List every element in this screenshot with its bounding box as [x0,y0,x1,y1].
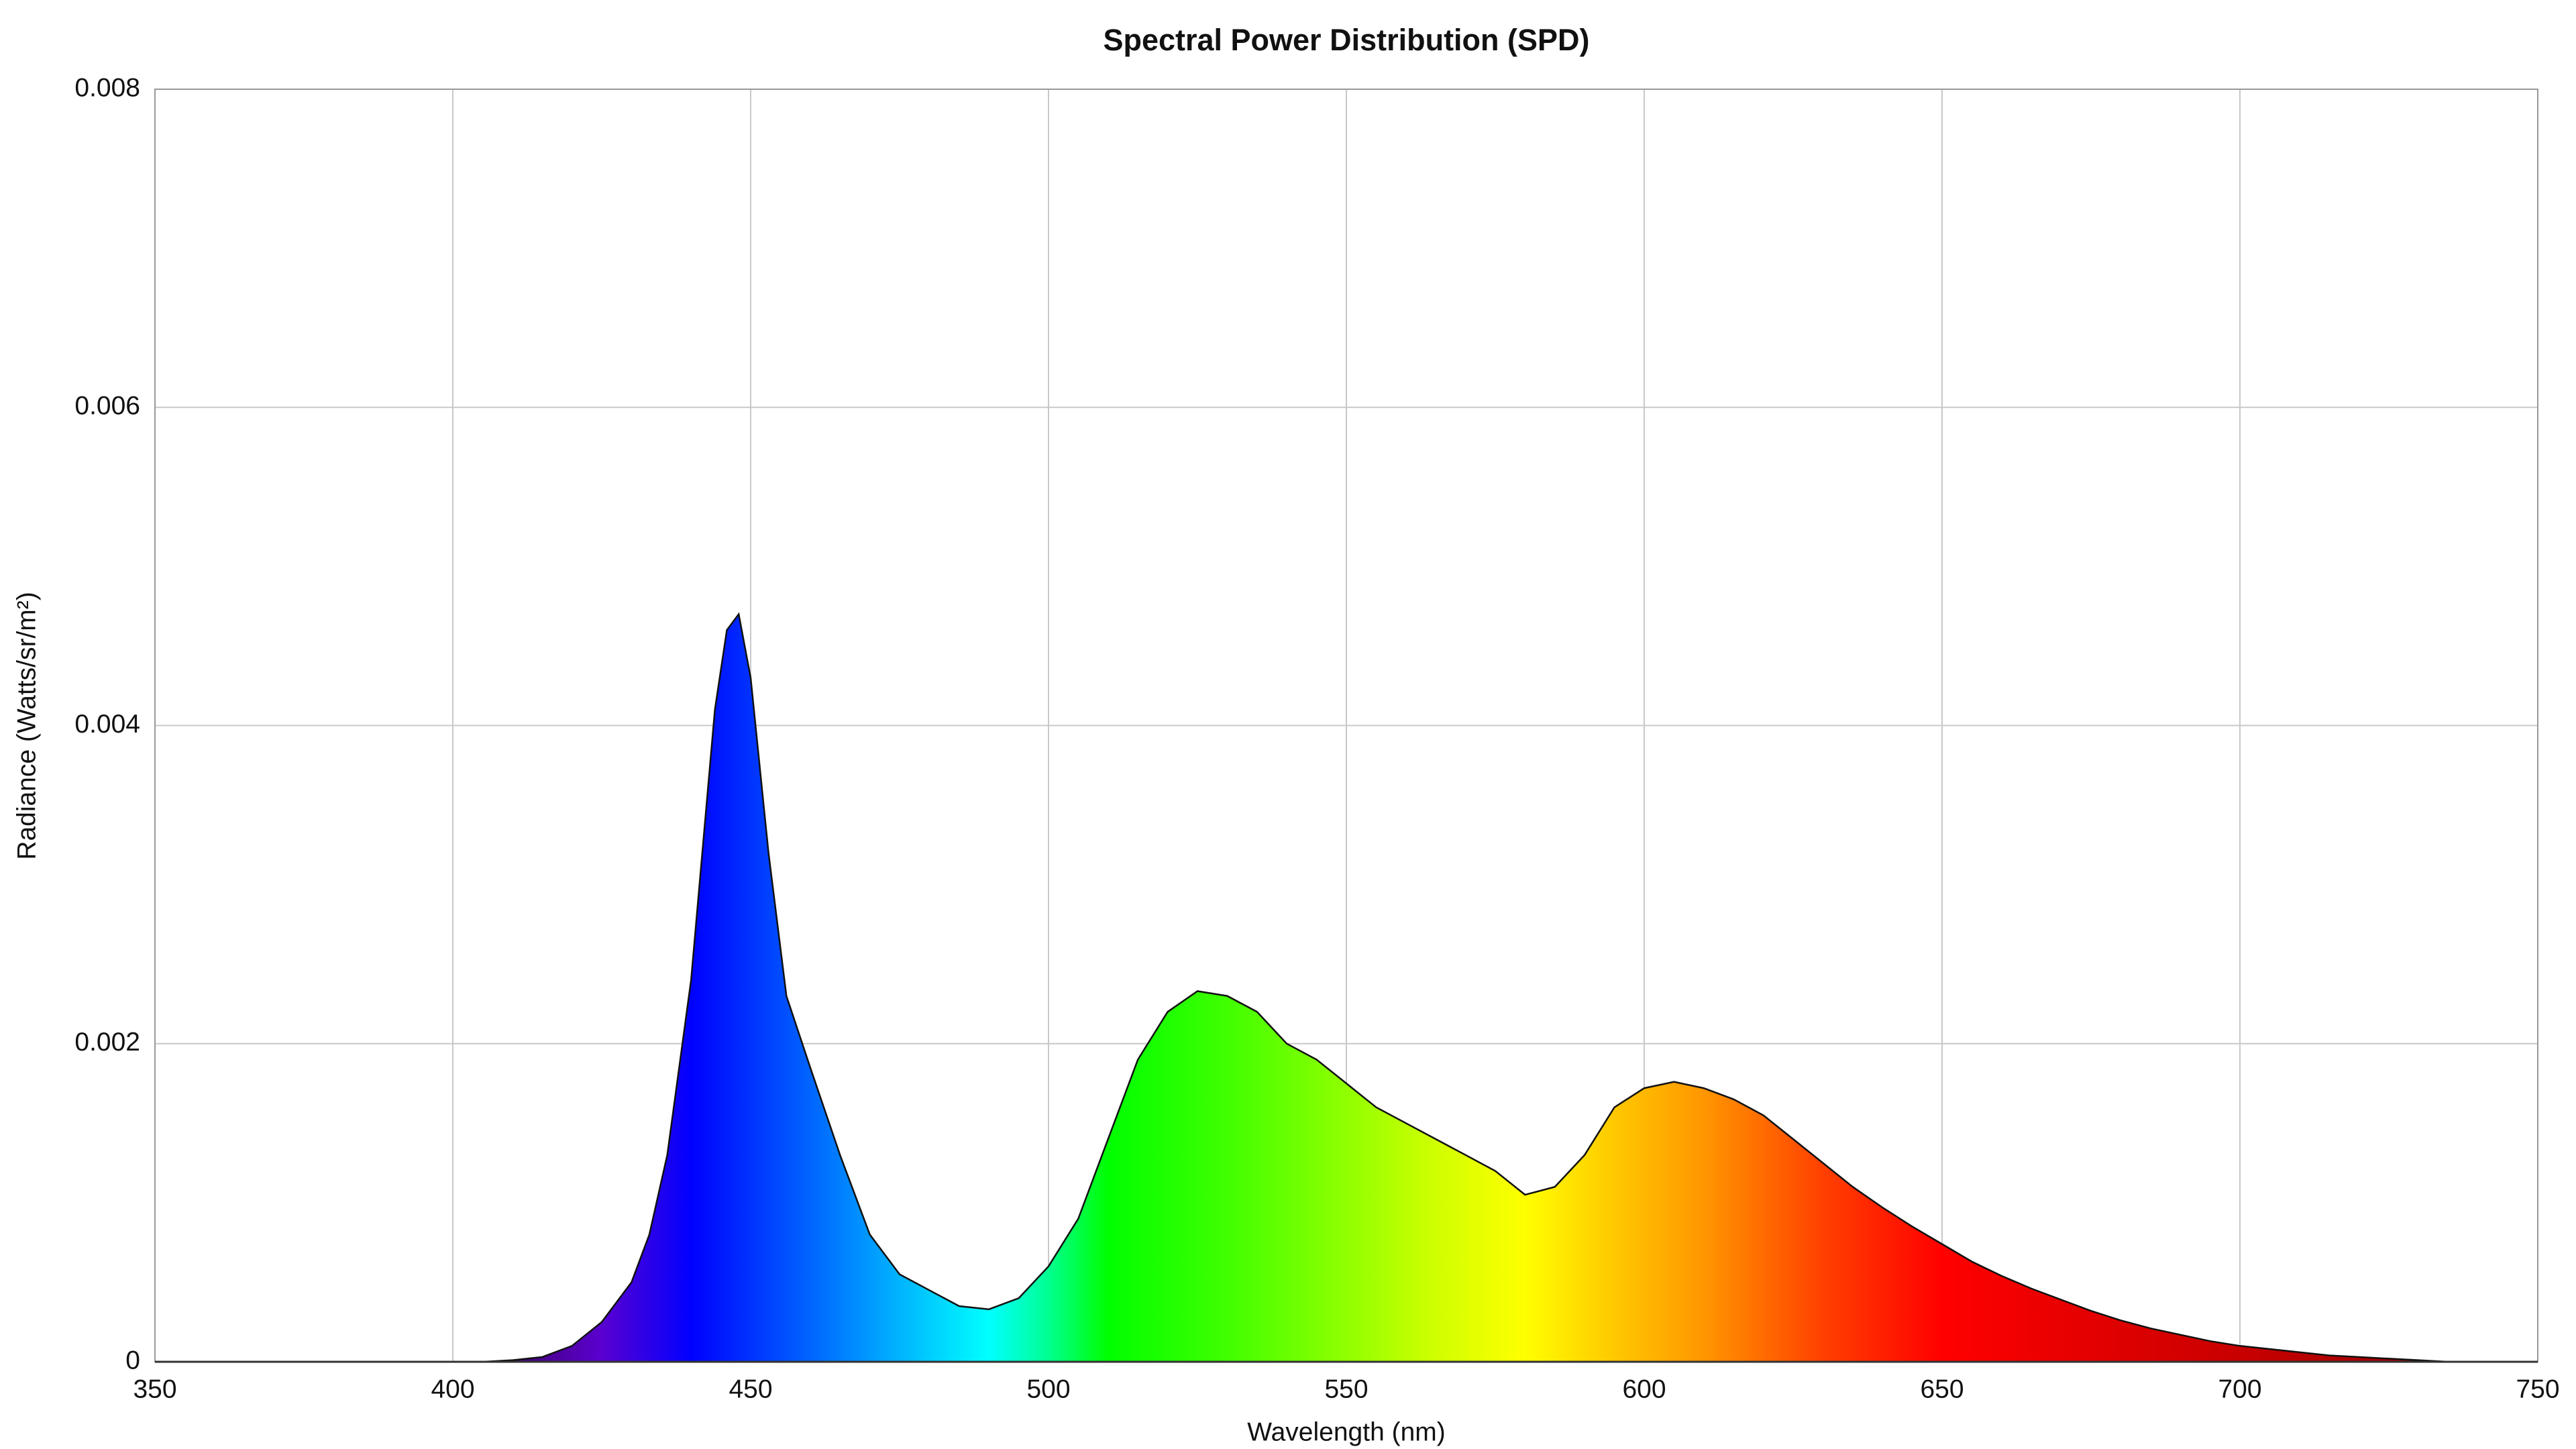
x-tick-label: 500 [1026,1375,1070,1403]
x-tick-label: 350 [133,1375,176,1403]
chart-title: Spectral Power Distribution (SPD) [1103,23,1589,57]
y-tick-label: 0.002 [74,1028,140,1057]
y-tick-label: 0.008 [74,73,140,102]
area-fill [155,614,2538,1362]
x-tick-label: 400 [431,1375,474,1403]
y-tick-label: 0 [125,1346,140,1375]
x-tick-label: 750 [2516,1375,2559,1403]
y-axis-label: Radiance (Watts/sr/m²) [12,592,41,859]
x-tick-label: 650 [1920,1375,1964,1403]
x-tick-label: 550 [1324,1375,1368,1403]
x-tick-label: 600 [1622,1375,1666,1403]
y-tick-label: 0.006 [74,392,140,421]
x-tick-label: 450 [729,1375,772,1403]
x-axis-label: Wavelength (nm) [1247,1417,1446,1446]
x-tick-label: 700 [2218,1375,2261,1403]
spectrum-line [155,612,2538,1363]
y-tick-label: 0.004 [74,710,140,739]
